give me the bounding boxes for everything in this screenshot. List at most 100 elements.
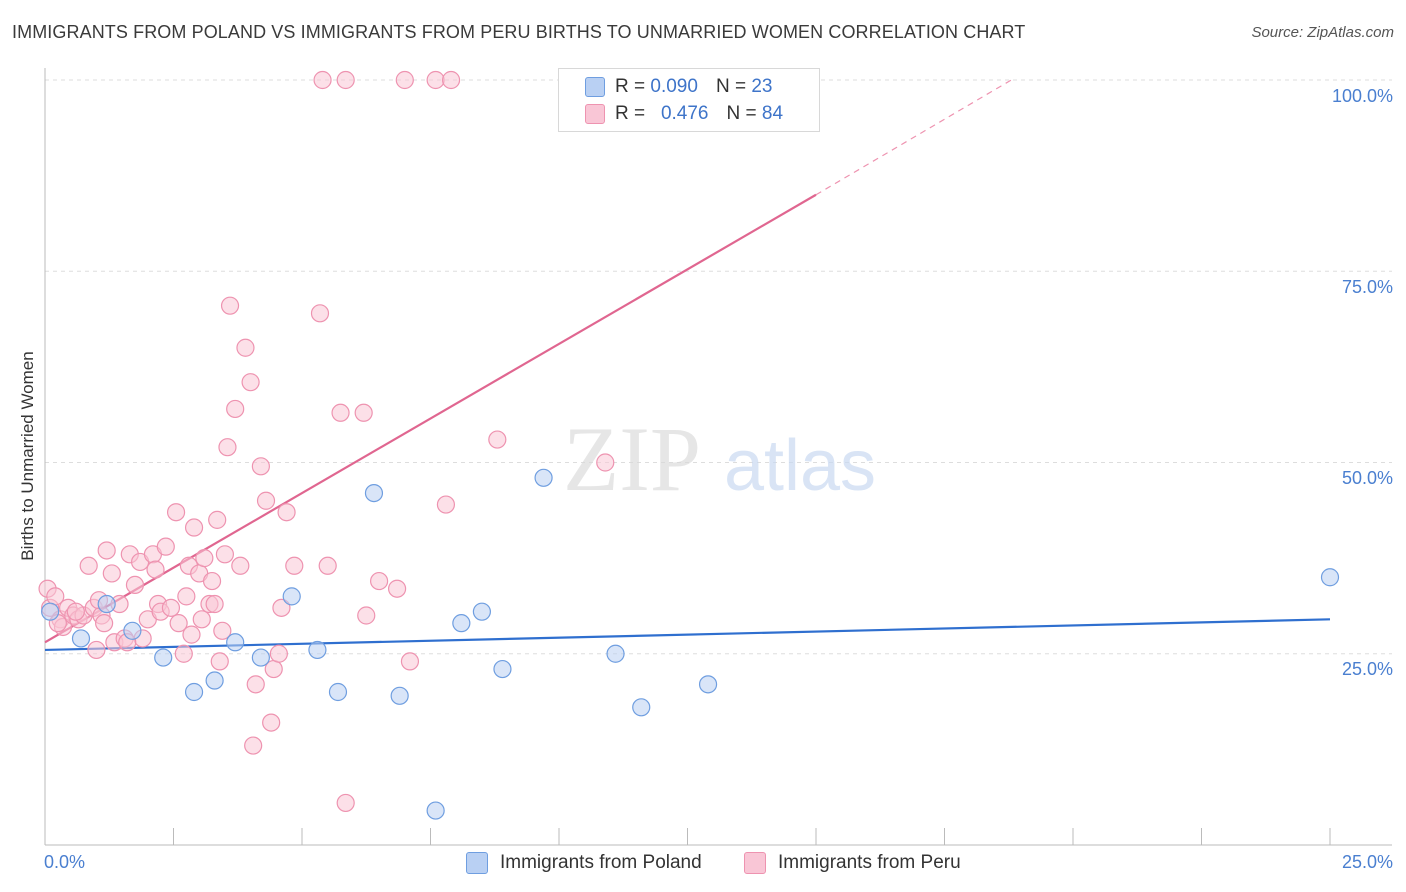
poland-point [97, 594, 116, 614]
chart-title: IMMIGRANTS FROM POLAND VS IMMIGRANTS FRO… [12, 22, 1026, 42]
peru-point [357, 606, 376, 625]
legend-item-peru[interactable]: Immigrants from Peru [744, 852, 961, 874]
peru-point [213, 621, 232, 640]
peru-point [277, 503, 296, 522]
peru-point [195, 549, 214, 568]
stats-legend: R = 0.090 N = 23 R = 0.476 N = 84 [558, 68, 820, 132]
peru-point [426, 70, 445, 90]
poland-point [390, 686, 409, 705]
peru-point [192, 610, 211, 629]
poland-point [698, 675, 718, 694]
peru-point [215, 545, 234, 564]
peru-point [331, 403, 350, 422]
peru-point [231, 556, 250, 575]
axes [44, 68, 1392, 846]
legend-row-peru: R = 0.476 N = 84 [585, 103, 783, 125]
peru-point [256, 491, 276, 510]
peru-point [488, 430, 507, 449]
poland-point [534, 468, 553, 487]
poland-legend-swatch [466, 852, 488, 874]
poland-point [282, 587, 301, 606]
peru-point [269, 644, 288, 663]
peru-point [387, 579, 407, 598]
peru-point [246, 675, 265, 694]
y-tick-label-25: 25.0% [1341, 659, 1393, 679]
poland-point [41, 602, 60, 621]
peru-point [161, 598, 181, 617]
trend-lines [44, 79, 1331, 652]
r-value-peru: 0.476 [660, 103, 709, 124]
peru-point [285, 556, 304, 575]
peru-trend-line [44, 193, 817, 644]
x-tick-label-min: 0.0% [44, 852, 86, 872]
r-value-poland: 0.090 [650, 76, 698, 97]
poland-point [452, 614, 471, 633]
r-label: R = [615, 76, 646, 97]
peru-point [395, 70, 414, 90]
peru-point [205, 594, 224, 614]
poland-point [123, 621, 142, 640]
peru-point [102, 564, 121, 583]
poland-point [251, 648, 270, 667]
peru-point [318, 556, 337, 575]
poland-point [154, 648, 173, 667]
n-label: N = [726, 103, 757, 124]
peru-point [146, 560, 165, 579]
peru-point [251, 457, 270, 476]
peru-point [169, 614, 188, 633]
peru-point [208, 510, 227, 529]
peru-point [436, 495, 456, 514]
y-tick-label-100: 100.0% [1331, 86, 1393, 106]
y-axis-label: Births to Unmarried Women [18, 351, 37, 561]
poland-trend-line [44, 618, 1331, 652]
peru-point [336, 70, 355, 90]
peru-point [66, 602, 85, 621]
poland-point [606, 644, 625, 663]
poland-point [472, 602, 491, 621]
peru-point [400, 652, 420, 671]
peru-legend-swatch [744, 852, 766, 874]
data-points [38, 70, 1340, 820]
n-label: N = [715, 76, 747, 97]
legend-row-poland: R = 0.090 N = 23 [585, 76, 772, 98]
peru-point [236, 338, 255, 357]
peru-point [220, 296, 240, 315]
poland-point [205, 671, 224, 690]
poland-point [364, 484, 384, 503]
peru-point [182, 625, 201, 644]
y-tick-label-75: 75.0% [1341, 277, 1393, 297]
poland-point [308, 640, 327, 660]
watermark-atlas: atlas [724, 426, 876, 506]
peru-point [125, 575, 145, 595]
source-label: Source: ZipAtlas.com [1251, 24, 1394, 41]
peru-point [313, 70, 332, 90]
peru-point [596, 453, 615, 472]
peru-point [262, 713, 281, 732]
poland-legend-label: Immigrants from Poland [500, 852, 702, 873]
peru-point [226, 399, 245, 419]
peru-point [218, 438, 237, 457]
watermark: ZIP atlas [563, 408, 876, 510]
poland-swatch [585, 77, 605, 97]
peru-point [166, 503, 186, 522]
peru-point [244, 736, 263, 755]
poland-point [632, 698, 651, 717]
peru-legend-label: Immigrants from Peru [778, 852, 961, 873]
peru-point [241, 373, 260, 392]
poland-point [226, 633, 245, 652]
peru-point [354, 403, 373, 422]
legend-item-poland[interactable]: Immigrants from Poland [466, 852, 702, 874]
n-value-peru: 84 [761, 103, 784, 124]
r-label: R = [615, 103, 646, 124]
peru-point [156, 537, 175, 556]
peru-point [370, 571, 389, 591]
peru-point [202, 571, 222, 591]
watermark-zip: ZIP [563, 408, 701, 510]
peru-swatch [585, 104, 605, 124]
y-tick-label-50: 50.0% [1341, 468, 1393, 488]
peru-trend-extension [815, 79, 1012, 196]
poland-point [1320, 568, 1340, 587]
poland-point [71, 629, 91, 648]
poland-point [328, 682, 348, 702]
